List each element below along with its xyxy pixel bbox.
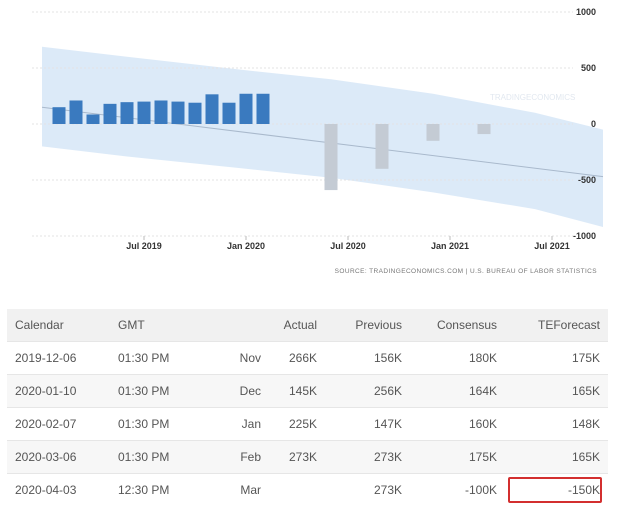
actual-bar: [121, 102, 134, 124]
chart-watermark: TRADINGECONOMICS: [490, 93, 575, 102]
actual-bar: [223, 103, 236, 124]
header-previous[interactable]: Previous: [325, 309, 410, 342]
forecast-bar: [478, 124, 491, 134]
y-tick-label: 0: [591, 119, 596, 129]
table-row: 2020-01-10 01:30 PM Dec 145K 256K 164K 1…: [7, 375, 608, 408]
cell-previous: 156K: [325, 342, 410, 375]
cell-reference: Jan: [213, 408, 269, 441]
cell-gmt: 01:30 PM: [110, 342, 213, 375]
table-row: 2020-04-03 12:30 PM Mar 273K -100K -150K: [7, 474, 608, 506]
forecast-confidence-band: [42, 47, 603, 227]
cell-teforecast: 148K: [505, 408, 608, 441]
cell-reference: Mar: [213, 474, 269, 506]
x-tick-label: Jul 2020: [330, 241, 366, 251]
cell-consensus: 180K: [410, 342, 505, 375]
y-tick-label: 500: [581, 63, 596, 73]
actual-bar: [240, 94, 253, 124]
y-tick-label: 1000: [576, 7, 596, 17]
table-row: 2020-02-07 01:30 PM Jan 225K 147K 160K 1…: [7, 408, 608, 441]
calendar-table: Calendar GMT Actual Previous Consensus T…: [7, 309, 608, 506]
cell-previous: 256K: [325, 375, 410, 408]
actual-bar: [138, 102, 151, 124]
cell-teforecast: 165K: [505, 375, 608, 408]
actual-bar: [206, 94, 219, 124]
header-reference: [213, 309, 269, 342]
cell-reference: Feb: [213, 441, 269, 474]
cell-teforecast-highlighted: -150K: [505, 474, 608, 506]
x-tick-label: Jan 2020: [227, 241, 265, 251]
y-tick-label: -500: [578, 175, 596, 185]
header-teforecast[interactable]: TEForecast: [505, 309, 608, 342]
actual-bar: [104, 104, 117, 124]
actual-bar: [53, 107, 66, 124]
cell-previous: 147K: [325, 408, 410, 441]
x-tick-label: Jul 2019: [126, 241, 162, 251]
chart-area: 1000 500 0 -500 -1000 Jul 2019 Jan 2020 Jul 20…: [0, 0, 624, 285]
actual-bar: [70, 100, 83, 124]
cell-teforecast: 165K: [505, 441, 608, 474]
cell-date: 2020-02-07: [7, 408, 110, 441]
actual-bar: [189, 103, 202, 124]
cell-gmt: 01:30 PM: [110, 441, 213, 474]
forecast-bar: [427, 124, 440, 141]
actual-bar: [87, 114, 100, 124]
y-tick-label: -1000: [573, 231, 596, 241]
table-header-row: Calendar GMT Actual Previous Consensus T…: [7, 309, 608, 342]
table-row: 2019-12-06 01:30 PM Nov 266K 156K 180K 1…: [7, 342, 608, 375]
cell-actual: 145K: [269, 375, 325, 408]
table-row: 2020-03-06 01:30 PM Feb 273K 273K 175K 1…: [7, 441, 608, 474]
x-tick-label: Jul 2021: [534, 241, 570, 251]
chart-source: SOURCE: TRADINGECONOMICS.COM | U.S. BURE…: [335, 268, 598, 275]
cell-date: 2020-01-10: [7, 375, 110, 408]
header-calendar[interactable]: Calendar: [7, 309, 110, 342]
actual-bar: [155, 100, 168, 124]
cell-previous: 273K: [325, 441, 410, 474]
actual-bar: [257, 94, 270, 124]
forecast-bar: [376, 124, 389, 169]
header-actual[interactable]: Actual: [269, 309, 325, 342]
cell-reference: Nov: [213, 342, 269, 375]
cell-gmt: 01:30 PM: [110, 375, 213, 408]
cell-reference: Dec: [213, 375, 269, 408]
x-tick-label: Jan 2021: [431, 241, 469, 251]
cell-teforecast: 175K: [505, 342, 608, 375]
cell-consensus: 164K: [410, 375, 505, 408]
cell-date: 2020-04-03: [7, 474, 110, 506]
nonfarm-payrolls-chart: 1000 500 0 -500 -1000 Jul 2019 Jan 2020 Jul 20…: [0, 0, 624, 285]
cell-actual: 266K: [269, 342, 325, 375]
cell-date: 2020-03-06: [7, 441, 110, 474]
cell-consensus: 160K: [410, 408, 505, 441]
cell-consensus: 175K: [410, 441, 505, 474]
cell-previous: 273K: [325, 474, 410, 506]
cell-actual: 273K: [269, 441, 325, 474]
actual-bar: [172, 102, 185, 124]
forecast-bar: [325, 124, 338, 190]
cell-consensus: -100K: [410, 474, 505, 506]
cell-actual: 225K: [269, 408, 325, 441]
cell-gmt: 12:30 PM: [110, 474, 213, 506]
cell-date: 2019-12-06: [7, 342, 110, 375]
cell-teforecast: -150K: [568, 483, 600, 497]
cell-actual: [269, 474, 325, 506]
calendar-table-container: Calendar GMT Actual Previous Consensus T…: [7, 309, 608, 506]
header-consensus[interactable]: Consensus: [410, 309, 505, 342]
cell-gmt: 01:30 PM: [110, 408, 213, 441]
header-gmt[interactable]: GMT: [110, 309, 213, 342]
